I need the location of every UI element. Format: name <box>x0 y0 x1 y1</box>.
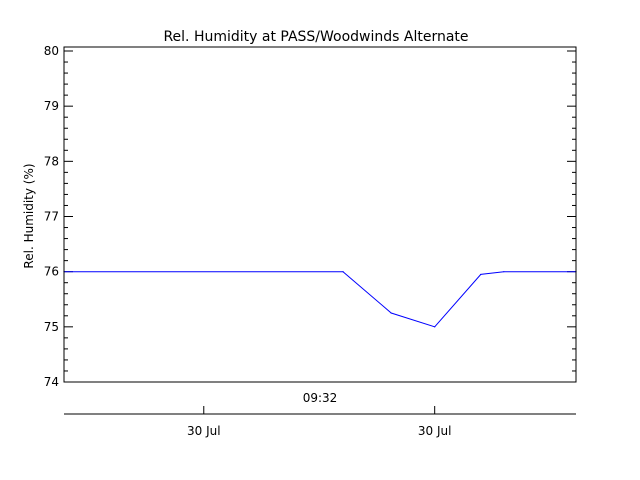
series-point <box>434 326 436 328</box>
chart-title: Rel. Humidity at PASS/Woodwinds Alternat… <box>163 29 468 45</box>
y-tick-label: 75 <box>44 320 59 334</box>
series-point <box>390 312 392 314</box>
center-time-label: 09:32 <box>303 391 338 405</box>
series-group <box>63 271 577 328</box>
y-tick-label: 80 <box>44 44 59 58</box>
plot-frame <box>63 46 577 383</box>
series-point <box>342 271 344 273</box>
date-axis-ticks: 30 Jul 30 Jul <box>187 406 451 438</box>
date-tick-label: 30 Jul <box>418 424 452 438</box>
y-axis-ticks: 74 75 76 77 78 79 80 <box>44 44 576 389</box>
date-tick-label: 30 Jul <box>187 424 221 438</box>
y-tick-label: 77 <box>44 210 59 224</box>
series-point <box>480 273 482 276</box>
y-tick-label: 79 <box>44 99 59 113</box>
y-tick-label: 74 <box>44 375 59 389</box>
y-axis-label: Rel. Humidity (%) <box>22 163 36 268</box>
y-tick-label: 76 <box>44 265 59 279</box>
y-tick-label: 78 <box>44 154 59 168</box>
series-point <box>503 271 505 273</box>
